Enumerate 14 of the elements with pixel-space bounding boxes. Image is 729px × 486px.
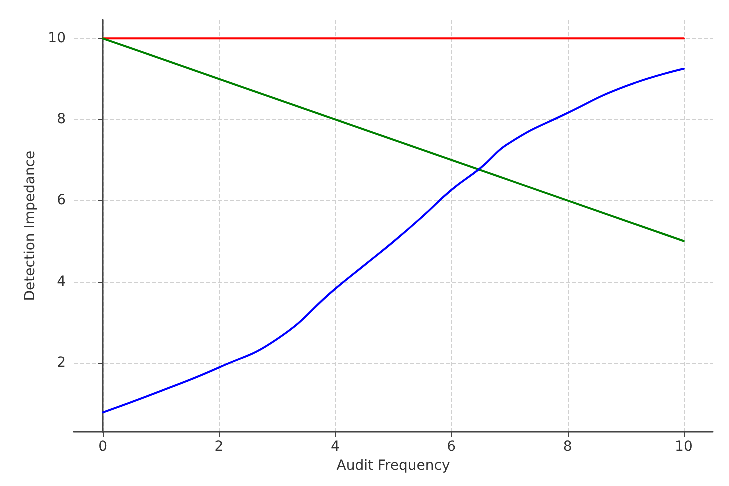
x-axis-title: Audit Frequency — [336, 458, 450, 474]
x-tick-label: 2 — [214, 439, 224, 456]
y-tick-label: 8 — [57, 112, 66, 128]
x-tick-label: 0 — [98, 439, 108, 456]
x-tick-label: 6 — [447, 439, 456, 456]
y-tick-label: 10 — [48, 30, 66, 47]
line-series — [102, 68, 685, 414]
x-tick-label: 8 — [563, 439, 572, 456]
y-tick-label: 2 — [57, 354, 66, 371]
x-tick-label: 10 — [675, 439, 693, 456]
x-tick-label: 4 — [330, 439, 340, 456]
y-tick-label: 6 — [57, 192, 66, 209]
y-axis-title: Detection Impedance — [22, 150, 38, 302]
y-tick-label: 4 — [57, 274, 66, 290]
